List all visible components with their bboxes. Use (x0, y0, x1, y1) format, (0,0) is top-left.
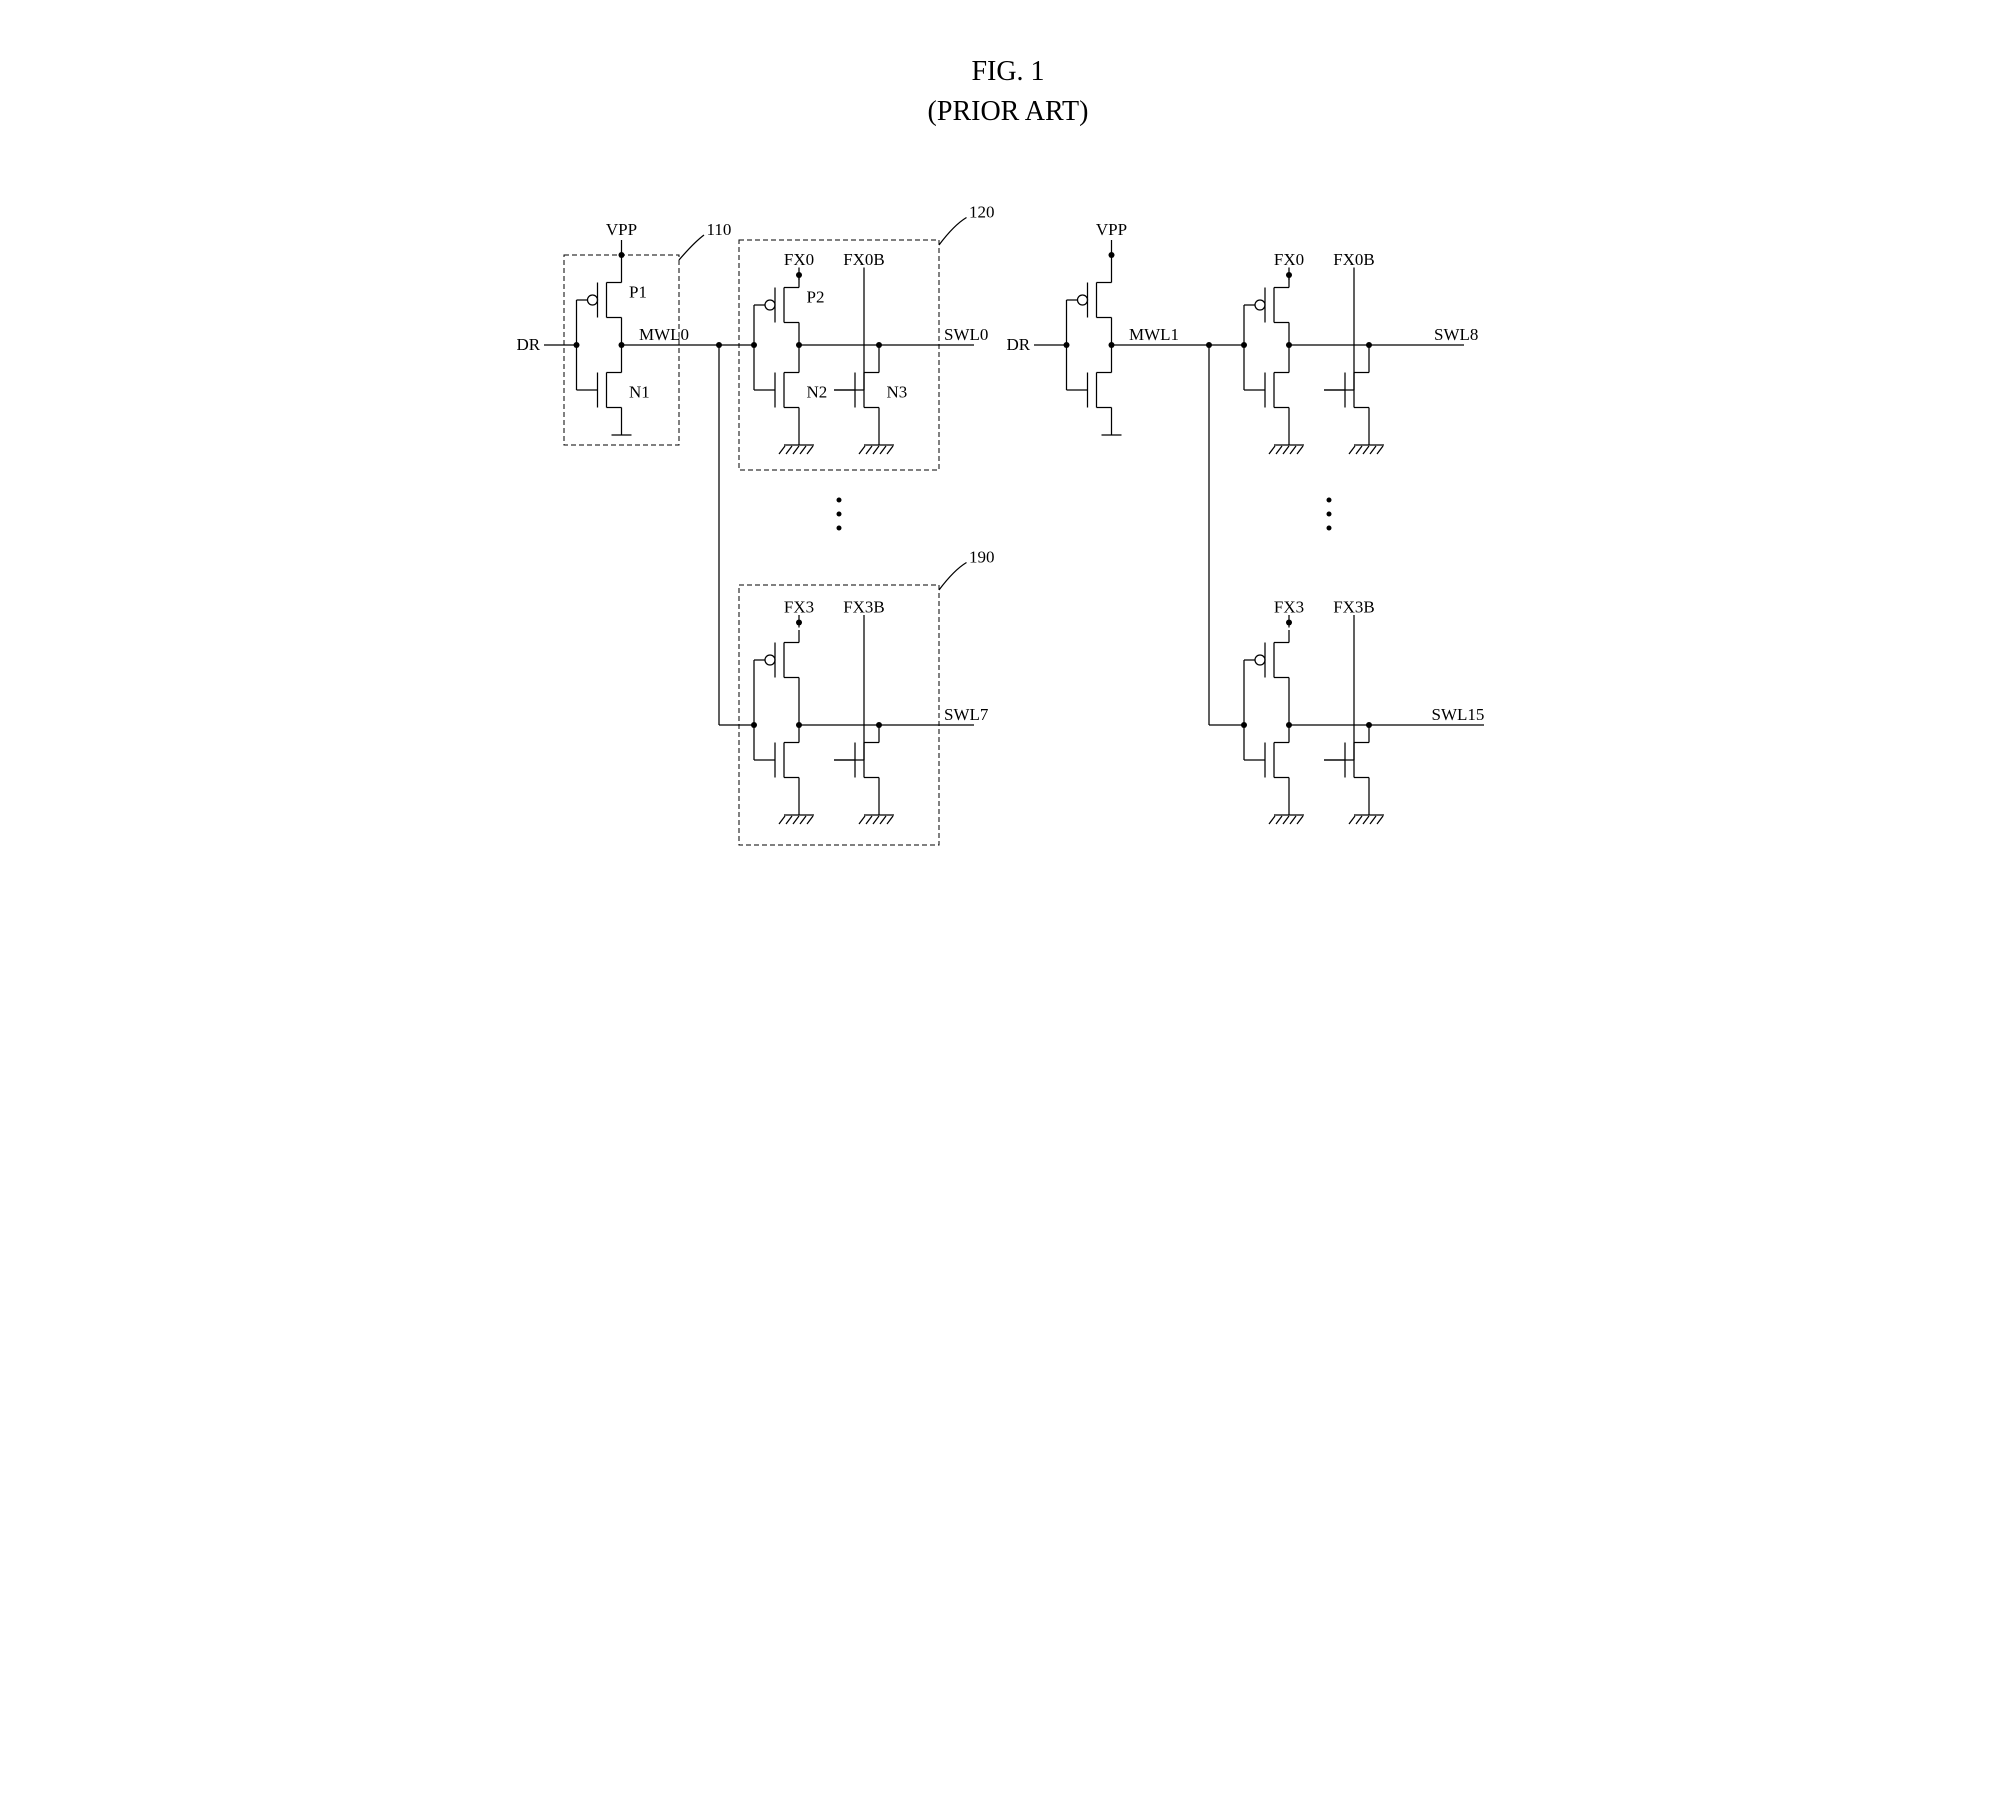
label-mwl1: MWL1 (1129, 325, 1179, 344)
label-fx0b-right: FX0B (1333, 250, 1375, 269)
label-fx3b-left: FX3B (843, 598, 885, 617)
label-fx3-left: FX3 (784, 598, 814, 617)
label-fx0b-left: FX0B (843, 250, 885, 269)
transistor-p1 (577, 270, 622, 330)
box-120 (739, 240, 939, 470)
box-190 (739, 585, 939, 845)
label-n2: N2 (807, 383, 828, 402)
label-fx0-right: FX0 (1274, 250, 1304, 269)
label-swl15: SWL15 (1432, 705, 1485, 724)
figure-title-1: FIG. 1 (971, 56, 1044, 87)
label-120: 120 (969, 203, 995, 222)
label-p2: P2 (807, 288, 825, 307)
label-swl7: SWL7 (944, 705, 989, 724)
label-dr-left: DR (517, 335, 541, 354)
label-190: 190 (969, 548, 995, 567)
transistor-p2 (754, 275, 799, 335)
label-vpp-right: VPP (1096, 220, 1127, 239)
transistor-p-190 (754, 630, 799, 690)
label-fx3b-right: FX3B (1333, 598, 1375, 617)
schematic-canvas: FIG. 1 (PRIOR ART) 110 VPP P1 N1 DR MWL0… (504, 20, 1512, 923)
transistor-n-190a (754, 730, 799, 790)
transistor-n1 (577, 360, 622, 420)
label-swl0: SWL0 (944, 325, 988, 344)
label-fx0-left: FX0 (784, 250, 814, 269)
label-fx3-right: FX3 (1274, 598, 1304, 617)
label-mwl0: MWL0 (639, 325, 689, 344)
label-swl8: SWL8 (1434, 325, 1478, 344)
figure-title-2: (PRIOR ART) (928, 96, 1089, 127)
label-vpp-left: VPP (606, 220, 637, 239)
label-p1: P1 (629, 283, 647, 302)
label-n1: N1 (629, 383, 650, 402)
label-110: 110 (707, 220, 732, 239)
label-dr-right: DR (1007, 335, 1031, 354)
label-n3: N3 (887, 383, 908, 402)
transistor-n2 (754, 360, 799, 420)
right-half: VPP DR MWL1 FX0 FX0B SWL8 FX3 FX3B (1007, 220, 1485, 824)
